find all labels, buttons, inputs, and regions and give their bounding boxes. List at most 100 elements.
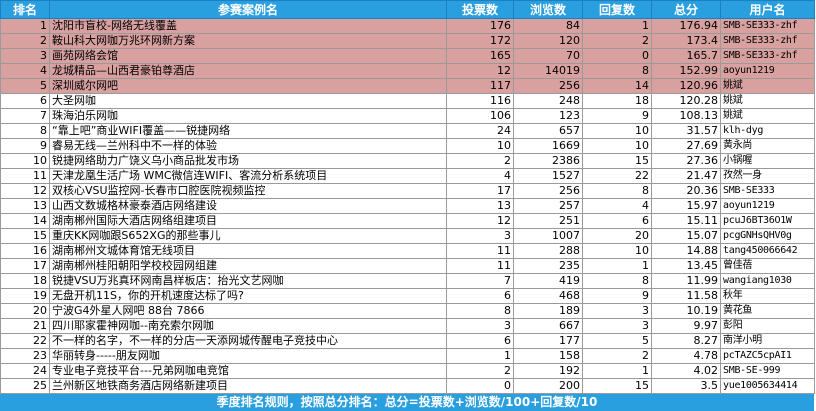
rank-cell: 17 [0, 258, 50, 274]
replies-cell: 5 [582, 333, 652, 349]
rank-cell: 5 [0, 78, 50, 94]
username-cell: pcgGNHsQHV0g [720, 228, 815, 244]
case-name-link[interactable]: 湖南郴州文城体育馆无线项目 [49, 243, 447, 259]
total-score-cell: 21.47 [651, 168, 721, 184]
username-cell: 姚斌 [720, 108, 815, 124]
username-cell: 小锅喔 [720, 153, 815, 169]
total-score-header: 总分 [651, 0, 721, 19]
votes-cell: 4 [446, 168, 514, 184]
views-cell: 200 [513, 378, 583, 394]
rank-cell: 19 [0, 288, 50, 304]
total-score-cell: 20.36 [651, 183, 721, 199]
case-name-link[interactable]: 珠海泊乐网咖 [49, 108, 447, 124]
votes-header: 投票数 [446, 0, 514, 19]
views-cell: 177 [513, 333, 583, 349]
case-name-link[interactable]: 深圳威尔网吧 [49, 78, 447, 94]
replies-cell: 1 [582, 258, 652, 274]
username-cell: 黄花鱼 [720, 303, 815, 319]
total-score-cell: 13.45 [651, 258, 721, 274]
case-name-link[interactable]: 湖南郴州国际大酒店网络组建项目 [49, 213, 447, 229]
rank-cell: 23 [0, 348, 50, 364]
total-score-cell: 27.36 [651, 153, 721, 169]
case-name-link[interactable]: 不一样的名字，不一样的分店一天添网城传醒电子竞技中心 [49, 333, 447, 349]
username-cell: pcuJ6BT36O1W [720, 213, 815, 229]
rank-cell: 9 [0, 138, 50, 154]
case-name-link[interactable]: 双核心VSU监控网-长春市口腔医院视频监控 [49, 183, 447, 199]
case-name-link[interactable]: 锐捷网络助力广饶义乌小商品批发市场 [49, 153, 447, 169]
case-name-link[interactable]: 锐捷VSU万兆真环网南昌样板店：抬光文艺网咖 [49, 273, 447, 289]
table-row: 5 深圳威尔网吧 117 256 14 120.96 姚斌 [0, 78, 815, 94]
username-cell: 秋年 [720, 288, 815, 304]
case-name-link[interactable]: 重庆KK网咖跟S652XG的那些事儿 [49, 228, 447, 244]
replies-header: 回复数 [582, 0, 652, 19]
views-cell: 84 [513, 18, 583, 34]
case-name-link[interactable]: 兰州新区地铁商务酒店网络新建项目 [49, 378, 447, 394]
username-cell: pcTAZC5cpAI1 [720, 348, 815, 364]
total-score-cell: 11.99 [651, 273, 721, 289]
case-name-link[interactable]: 天津龙凰生活广场 WMC微信连WIFI、客流分析系统项目 [49, 168, 447, 184]
table-row: 25 兰州新区地铁商务酒店网络新建项目 0 200 15 3.5 yue1005634414 [0, 378, 815, 394]
total-score-cell: 3.5 [651, 378, 721, 394]
rank-cell: 13 [0, 198, 50, 214]
table-row: 1 沈阳市盲校-网络无线覆盖 176 84 1 176.94 SMB-SE333-zhf [0, 18, 815, 34]
votes-cell: 11 [446, 243, 514, 259]
case-name-link[interactable]: 华丽转身-----朋友网咖 [49, 348, 447, 364]
replies-cell: 10 [582, 123, 652, 139]
table-row: 21 四川耶家霍神网咖--南充索尔网咖 3 667 3 9.97 彭阳 [0, 318, 815, 334]
case-name-link[interactable]: 睿易无线—兰州科中不一样的体验 [49, 138, 447, 154]
username-cell: 黄永尚 [720, 138, 815, 154]
rank-cell: 14 [0, 213, 50, 229]
ranking-table-body: 1 沈阳市盲校-网络无线覆盖 176 84 1 176.94 SMB-SE333-zhf 2 鞍… [0, 18, 815, 394]
total-score-cell: 27.69 [651, 138, 721, 154]
rank-cell: 12 [0, 183, 50, 199]
views-cell: 1669 [513, 138, 583, 154]
case-name-link[interactable]: 龙城精品—山西君豪铂尊酒店 [49, 63, 447, 79]
views-cell: 2386 [513, 153, 583, 169]
votes-cell: 17 [446, 183, 514, 199]
rank-cell: 10 [0, 153, 50, 169]
table-row: 2 鞍山科大网咖万兆环网新方案 172 120 2 173.4 SMB-SE333-zhf [0, 33, 815, 49]
rank-cell: 8 [0, 123, 50, 139]
views-header: 浏览数 [513, 0, 583, 19]
case-name-link[interactable]: 四川耶家霍神网咖--南充索尔网咖 [49, 318, 447, 334]
table-row: 10 锐捷网络助力广饶义乌小商品批发市场 2 2386 15 27.36 小锅喔 [0, 153, 815, 169]
rank-cell: 15 [0, 228, 50, 244]
username-cell: klh-dyg [720, 123, 815, 139]
total-score-cell: 120.96 [651, 78, 721, 94]
case-name-link[interactable]: 宁波G4外星人网吧 88台 7866 [49, 303, 447, 319]
username-cell: 姚斌 [720, 78, 815, 94]
replies-cell: 10 [582, 138, 652, 154]
views-cell: 14019 [513, 63, 583, 79]
table-row: 9 睿易无线—兰州科中不一样的体验 10 1669 10 27.69 黄永尚 [0, 138, 815, 154]
case-name-link[interactable]: 无盘开机11S，你的开机速度达标了吗? [49, 288, 447, 304]
case-name-link[interactable]: 沈阳市盲校-网络无线覆盖 [49, 18, 447, 34]
replies-cell: 1 [582, 363, 652, 379]
case-name-link[interactable]: 山西文数城格林豪泰酒店网络建设 [49, 198, 447, 214]
case-name-link[interactable]: “靠上吧”商业WIFI覆盖——锐捷网络 [49, 123, 447, 139]
votes-cell: 165 [446, 48, 514, 64]
votes-cell: 0 [446, 378, 514, 394]
table-row: 15 重庆KK网咖跟S652XG的那些事儿 3 1007 20 15.07 pcgGNHsQ… [0, 228, 815, 244]
username-cell: SMB-SE333-zhf [720, 48, 815, 64]
rank-cell: 2 [0, 33, 50, 49]
replies-cell: 22 [582, 168, 652, 184]
table-row: 7 珠海泊乐网咖 106 123 9 108.13 姚斌 [0, 108, 815, 124]
case-name-link[interactable]: 湖南郴州桂阳朝阳学校校园网组建 [49, 258, 447, 274]
case-name-link[interactable]: 鞍山科大网咖万兆环网新方案 [49, 33, 447, 49]
username-cell: 姚斌 [720, 93, 815, 109]
username-header: 用户名 [720, 0, 815, 19]
case-name-link[interactable]: 大圣网咖 [49, 93, 447, 109]
views-cell: 123 [513, 108, 583, 124]
votes-cell: 2 [446, 153, 514, 169]
username-cell: SMB-SE333-zhf [720, 18, 815, 34]
username-cell: SMB-SE333 [720, 183, 815, 199]
replies-cell: 8 [582, 273, 652, 289]
votes-cell: 1 [446, 348, 514, 364]
rank-cell: 22 [0, 333, 50, 349]
case-name-link[interactable]: 专业电子竞技平台---兄弟网咖电竞馆 [49, 363, 447, 379]
views-cell: 288 [513, 243, 583, 259]
votes-cell: 172 [446, 33, 514, 49]
replies-cell: 18 [582, 93, 652, 109]
case-name-link[interactable]: 画苑网络会馆 [49, 48, 447, 64]
username-cell: 孜然一身 [720, 168, 815, 184]
